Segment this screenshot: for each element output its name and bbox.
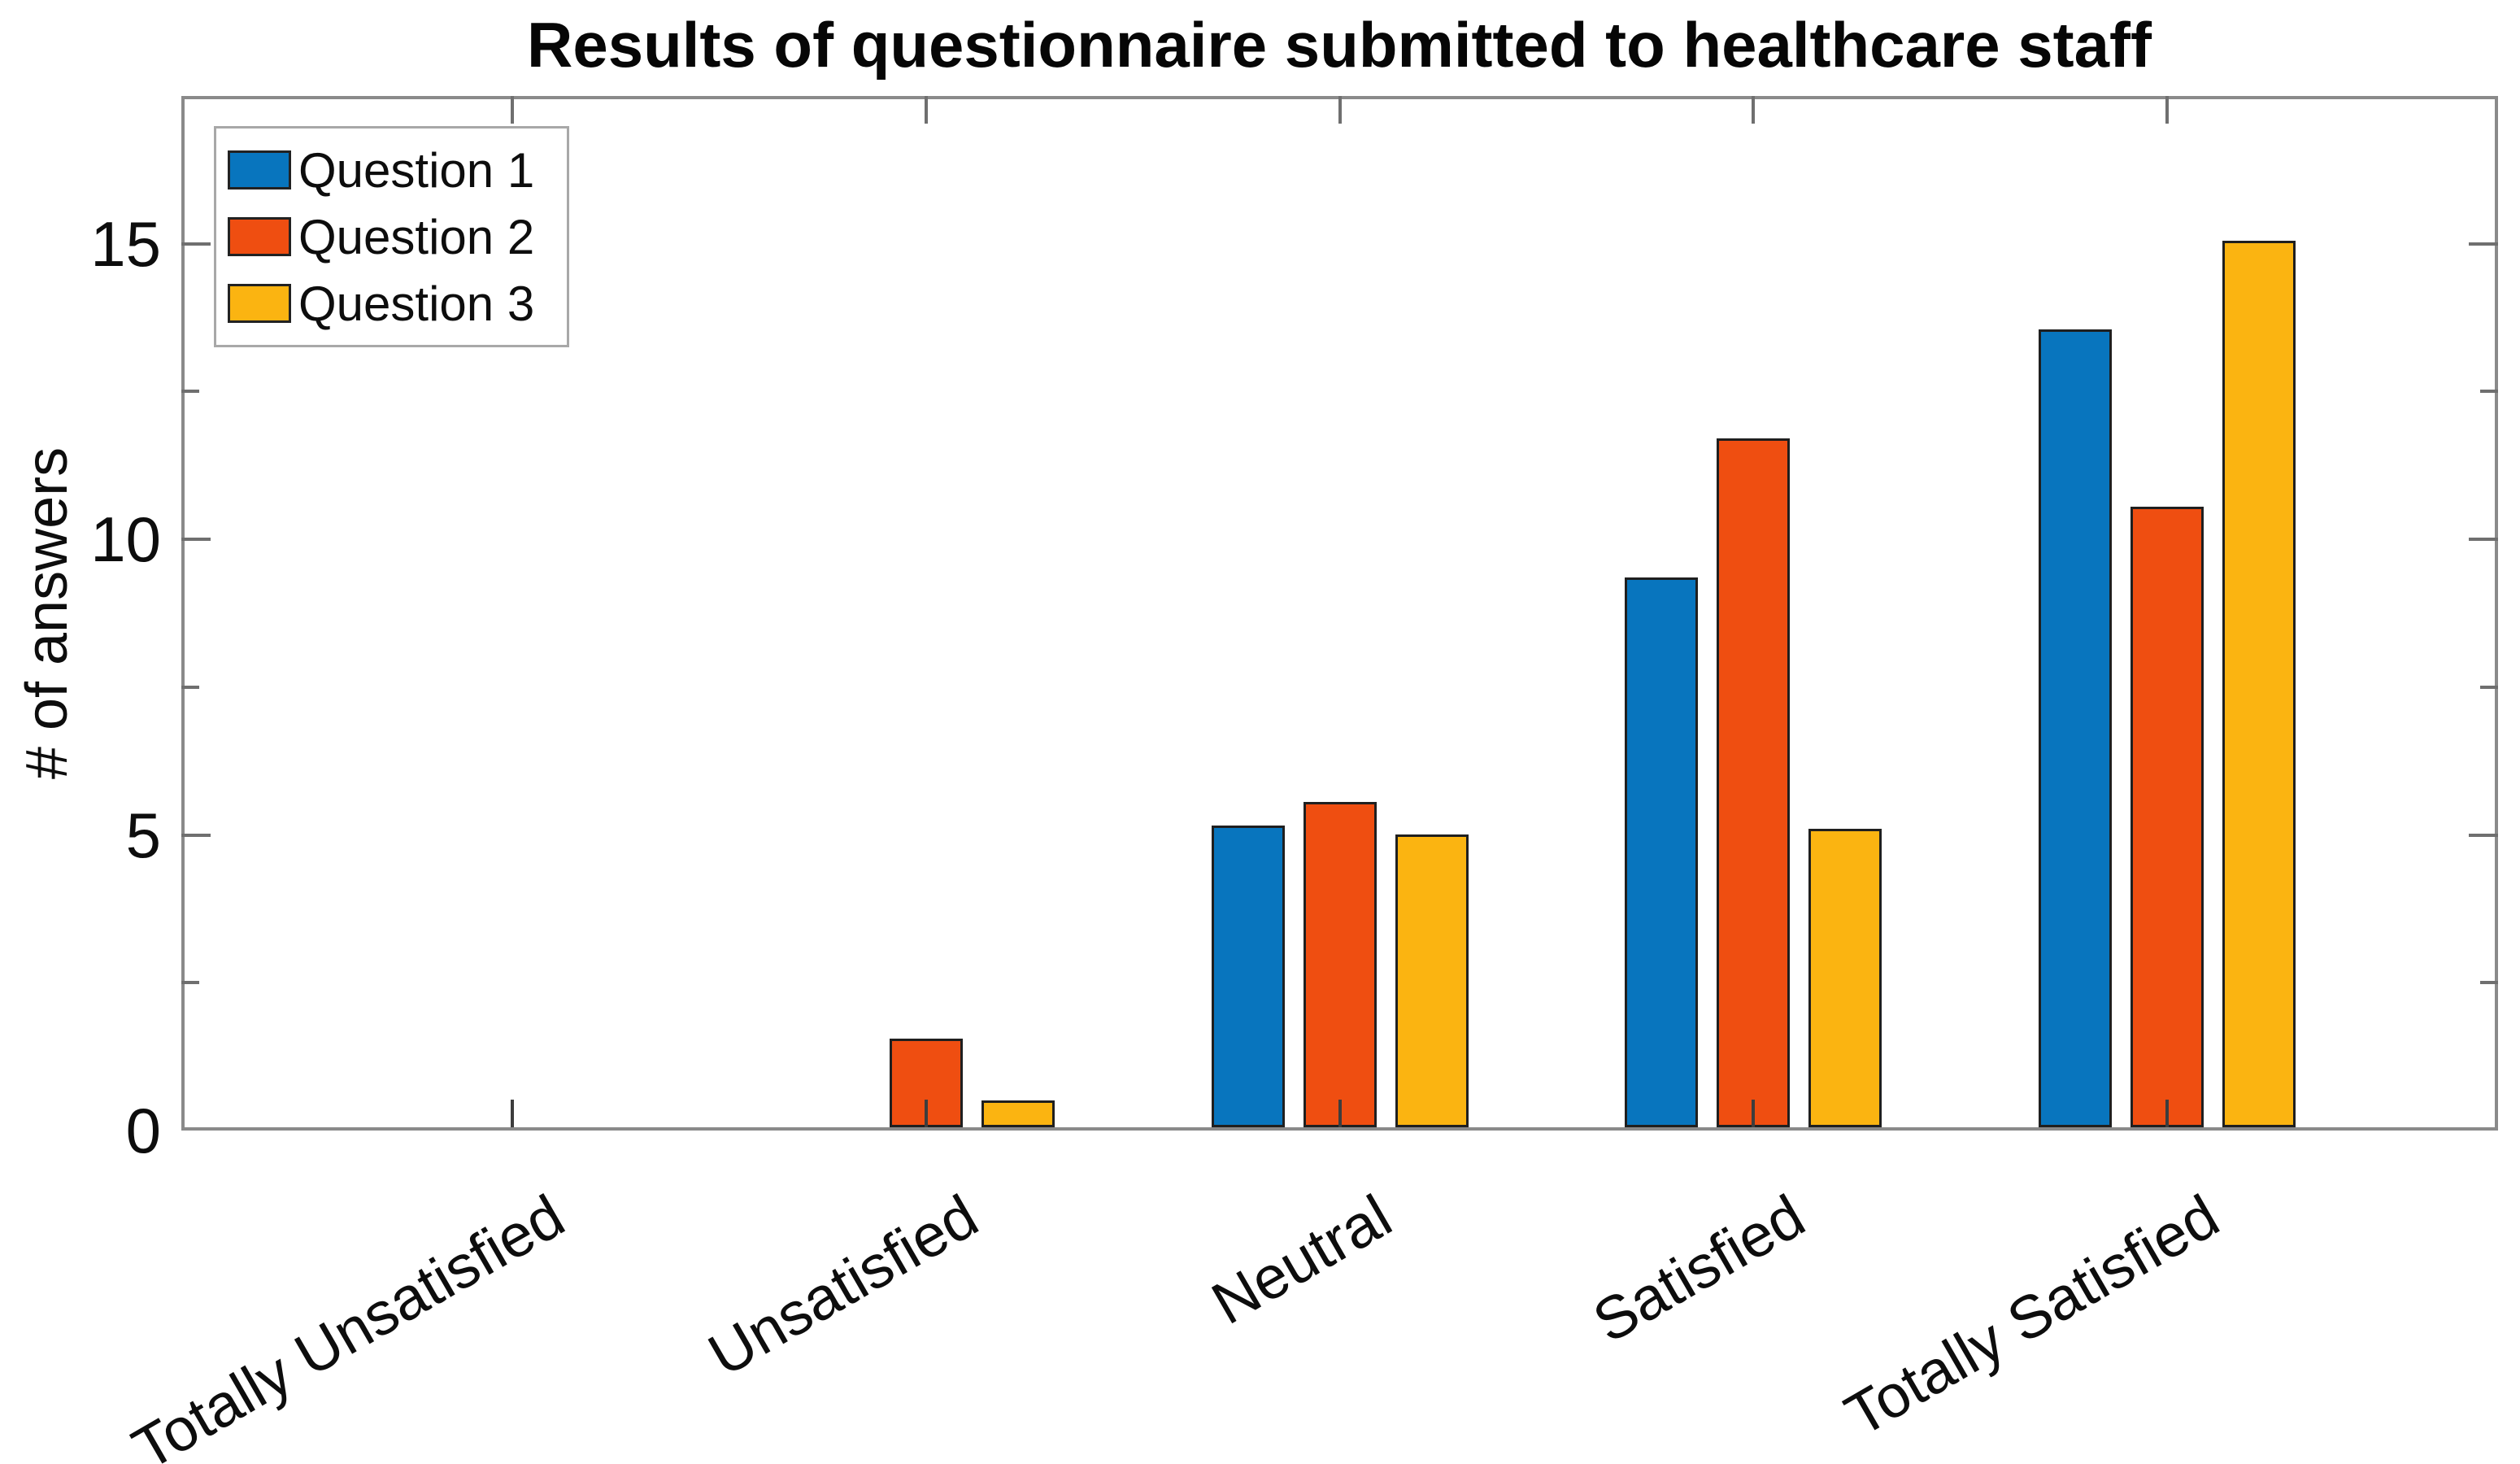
x-category-tick-bottom	[2165, 1100, 2169, 1127]
legend-entry: Question 2	[228, 203, 555, 270]
y-major-tick-right	[2469, 242, 2498, 246]
bar	[1625, 577, 1698, 1127]
y-minor-tick-right	[2480, 685, 2498, 689]
x-category-tick-top	[2165, 96, 2169, 124]
x-tick-label: Totally Unsatisfied	[121, 1181, 575, 1464]
legend-entry: Question 1	[228, 137, 555, 203]
y-major-tick-left	[181, 538, 211, 542]
y-axis-label: # of answers	[15, 447, 80, 780]
y-major-tick-right	[2469, 833, 2498, 837]
chart-title: Results of questionnaire submitted to he…	[527, 9, 2152, 81]
bar	[890, 1039, 963, 1127]
x-category-tick-top	[1338, 96, 1342, 124]
legend-entry: Question 3	[228, 270, 555, 337]
x-category-tick-top	[1752, 96, 1756, 124]
x-category-tick-bottom	[511, 1100, 514, 1127]
x-tick-label: Neutral	[1200, 1181, 1403, 1338]
legend: Question 1 Question 2 Question 3	[214, 126, 569, 347]
y-tick-label: 5	[125, 799, 161, 871]
legend-swatch-icon	[228, 217, 291, 256]
bar	[2130, 507, 2204, 1127]
y-minor-tick-left	[181, 390, 199, 394]
bar	[2222, 241, 2296, 1127]
bar	[981, 1100, 1055, 1127]
y-tick-label: 15	[90, 207, 161, 280]
legend-label: Question 1	[298, 142, 535, 198]
legend-swatch-icon	[228, 150, 291, 190]
bar	[1304, 802, 1377, 1127]
legend-swatch-icon	[228, 284, 291, 323]
y-major-tick-right	[2469, 538, 2498, 542]
x-tick-label: Satisfied	[1582, 1181, 1817, 1356]
bar	[2039, 329, 2112, 1127]
y-major-tick-left	[181, 242, 211, 246]
bar	[1717, 438, 1790, 1127]
y-minor-tick-left	[181, 981, 199, 985]
x-category-tick-bottom	[924, 1100, 928, 1127]
x-category-tick-top	[511, 96, 514, 124]
bar	[1395, 834, 1469, 1127]
y-minor-tick-right	[2480, 390, 2498, 394]
y-minor-tick-left	[181, 685, 199, 689]
x-tick-label: Unsatisfied	[697, 1181, 989, 1389]
legend-label: Question 3	[298, 276, 535, 331]
legend-label: Question 2	[298, 209, 535, 264]
y-tick-label: 0	[125, 1095, 161, 1166]
y-tick-label: 10	[90, 503, 161, 576]
y-major-tick-left	[181, 833, 211, 837]
y-minor-tick-right	[2480, 981, 2498, 985]
bar	[1212, 826, 1285, 1127]
x-category-tick-bottom	[1752, 1100, 1756, 1127]
x-tick-label: Totally Satisfied	[1834, 1181, 2230, 1449]
x-category-tick-bottom	[1338, 1100, 1342, 1127]
bar	[1808, 829, 1882, 1127]
x-category-tick-top	[924, 96, 928, 124]
